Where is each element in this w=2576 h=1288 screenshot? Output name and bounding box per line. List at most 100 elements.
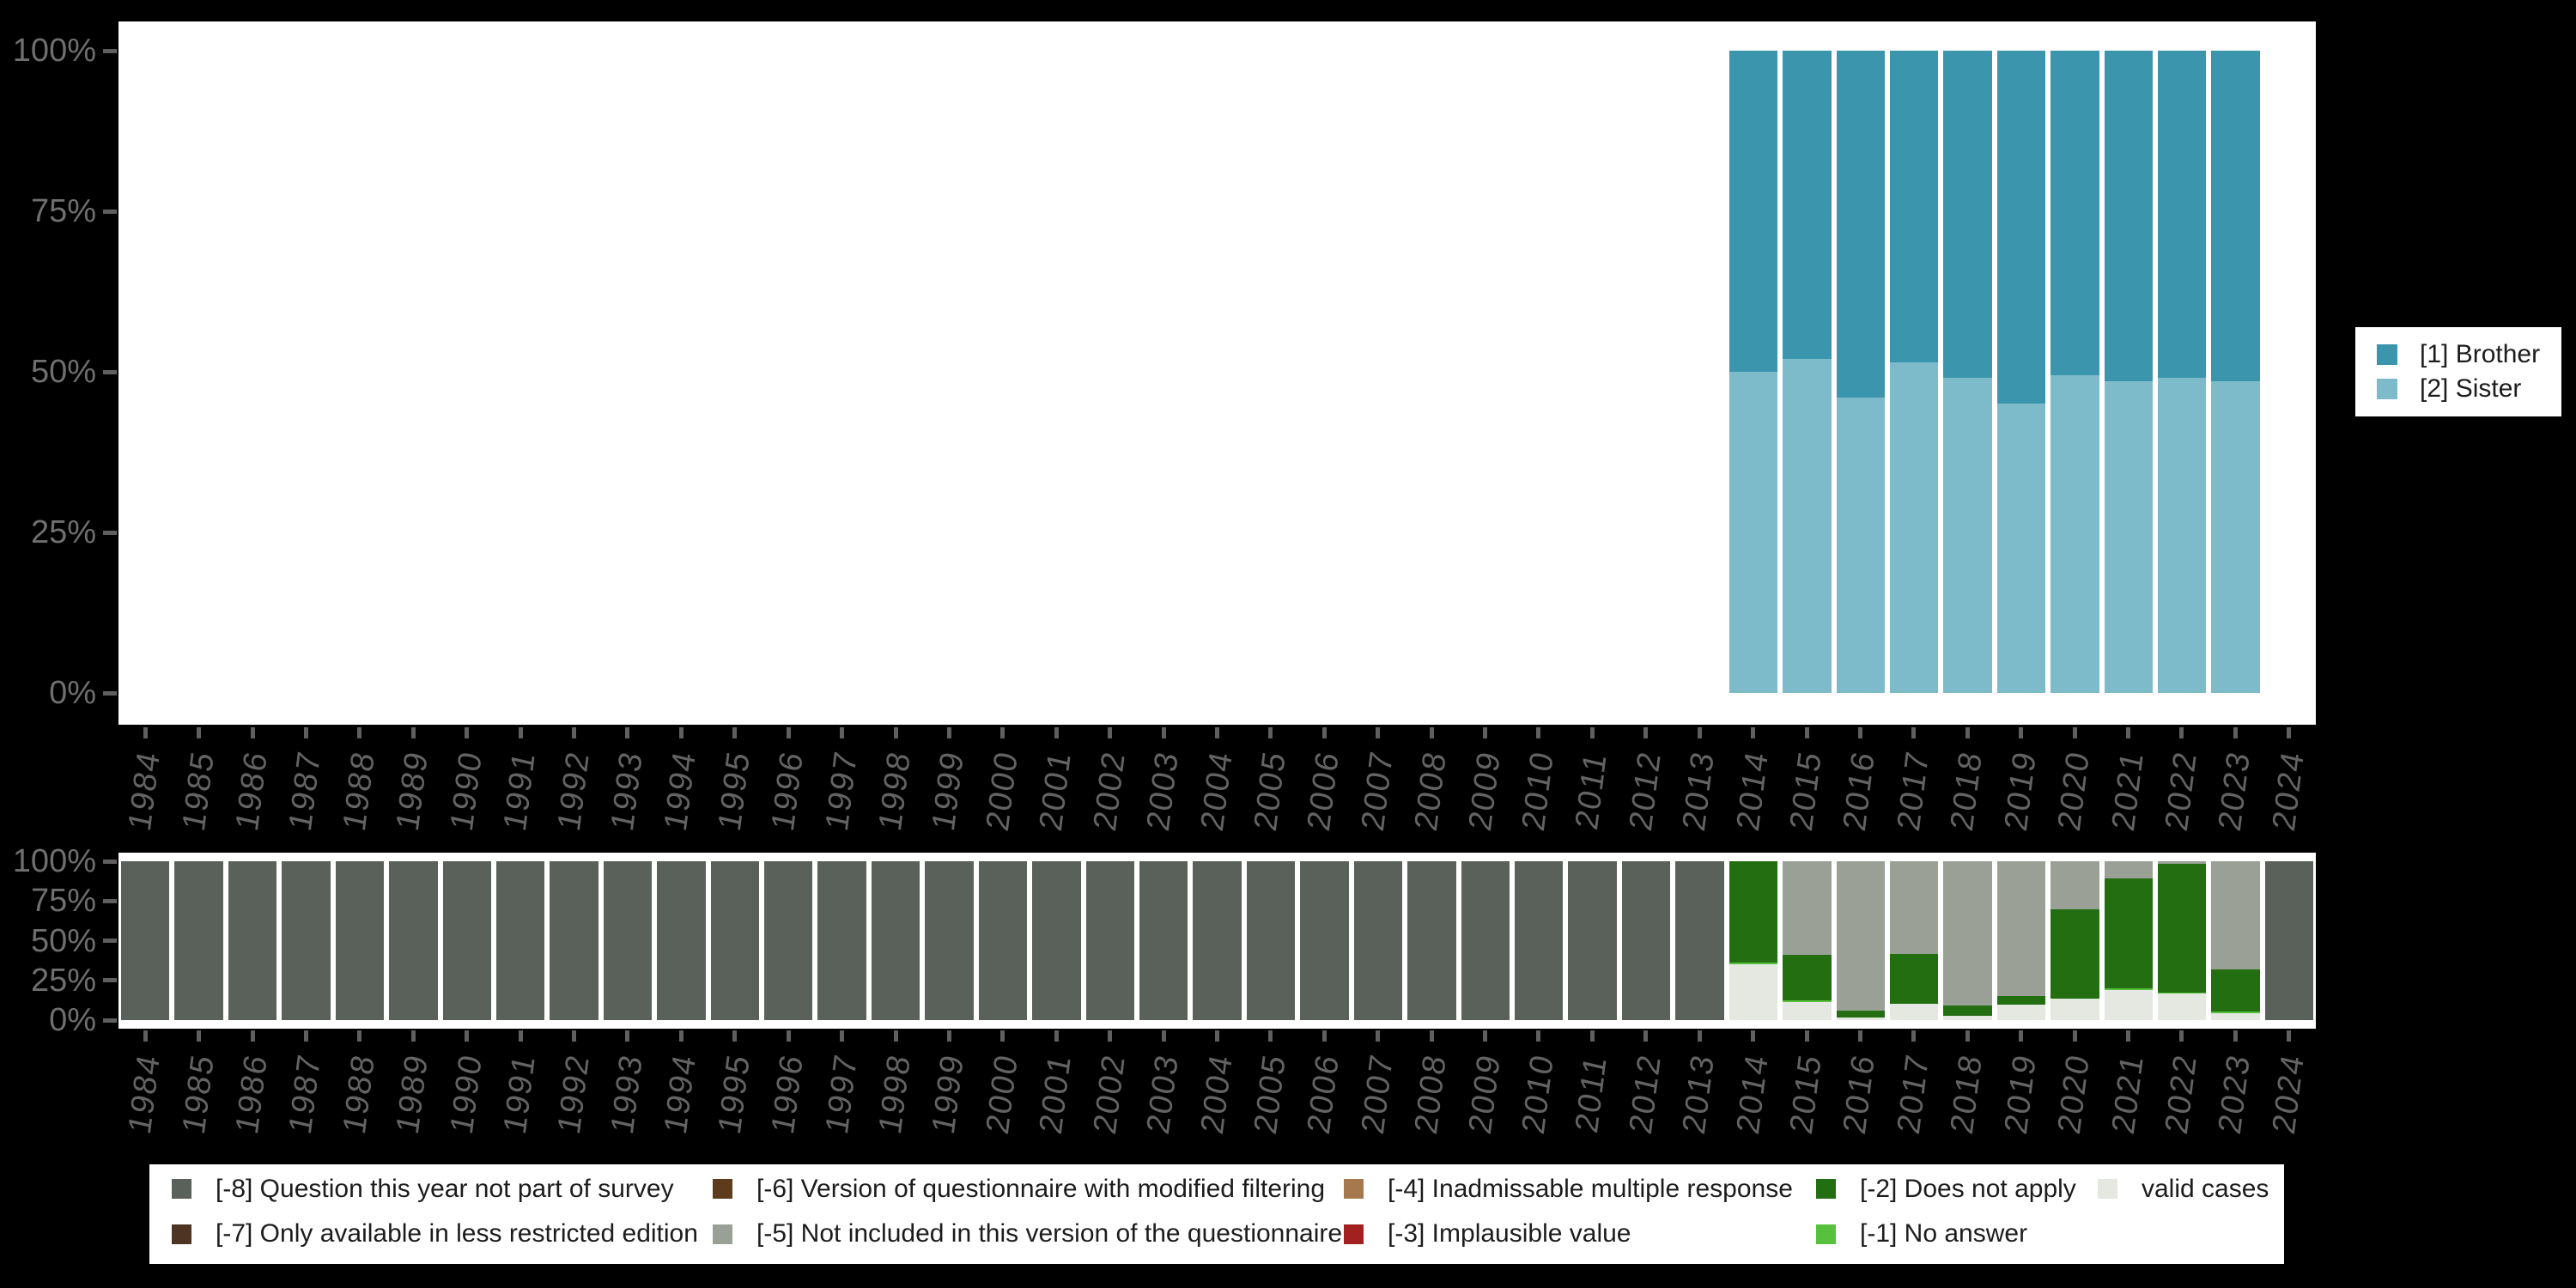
segment--8 <box>2264 861 2314 1020</box>
x-axis-tick <box>2072 1030 2077 1042</box>
year-label-text: 1986 <box>229 1050 275 1138</box>
year-slot-2002 <box>1084 51 1137 693</box>
missing-year-slot-2007 <box>1352 861 1405 1020</box>
x-axis-tick <box>1965 1030 1970 1042</box>
x-axis-tick <box>1804 1030 1809 1042</box>
year-slot-2005 <box>1244 51 1297 693</box>
missing-year-slot-2014 <box>1727 861 1780 1020</box>
x-axis-tick <box>678 727 683 738</box>
year-label-text: 2022 <box>2159 747 2204 835</box>
segment-valid <box>1836 1018 1885 1020</box>
year-label-text: 2022 <box>2159 1050 2204 1138</box>
segment--1 <box>2158 992 2207 994</box>
segment--1 <box>1783 999 1832 1002</box>
x-axis-tick <box>1536 1030 1541 1042</box>
year-label-text: 1993 <box>605 1050 650 1138</box>
year-label-text: 1989 <box>390 1050 435 1138</box>
sister-swatch <box>2377 379 2397 399</box>
segment--2 <box>2104 878 2154 988</box>
year-slot-2022 <box>2155 51 2208 693</box>
missing-year-slot-2003 <box>1137 861 1190 1020</box>
missing-bar-2002 <box>1085 861 1135 1020</box>
segment-brother <box>2211 51 2260 382</box>
segment--8 <box>228 861 277 1020</box>
missing-year-slot-2023 <box>2208 861 2262 1020</box>
year-label-text: 1998 <box>872 1050 918 1138</box>
year-slot-2012 <box>1619 51 1673 693</box>
x-axis-tick <box>1000 1030 1005 1042</box>
year-label-text: 1987 <box>283 747 329 835</box>
x-axis-tick <box>732 727 738 738</box>
segment-brother <box>1728 51 1778 372</box>
x-axis-tick <box>2179 727 2184 738</box>
x-axis-tick <box>1911 727 1917 738</box>
missing-year-slot-1987 <box>279 861 332 1020</box>
year-label-text: 1985 <box>175 1050 222 1138</box>
missing-bar-2008 <box>1407 861 1456 1020</box>
sex-legend: [1] Brother [2] Sister <box>2355 327 2561 416</box>
missing-year-slot-2009 <box>1459 861 1512 1020</box>
year-slot-2008 <box>1405 51 1458 693</box>
top-chart-bars <box>118 51 2316 693</box>
missing-bar-2001 <box>1032 861 1081 1020</box>
year-slot-2023 <box>2208 51 2262 693</box>
year-label-text: 2020 <box>2051 747 2097 835</box>
x-axis-tick <box>303 727 308 738</box>
year-label-text: 2012 <box>1623 747 1668 835</box>
year-label-text: 2003 <box>1140 1050 1186 1138</box>
stacked-bar-2017 <box>1889 51 1939 693</box>
missing-bar-2005 <box>1246 861 1296 1020</box>
missing-year-slot-1984 <box>118 861 172 1020</box>
legend-swatch--5 <box>713 1224 732 1244</box>
year-label-text: 1986 <box>229 747 275 835</box>
x-axis-tick <box>1911 1030 1917 1042</box>
year-slot-1996 <box>762 51 815 693</box>
year-slot-2018 <box>1941 51 1994 693</box>
year-label-text: 2010 <box>1516 1050 1561 1138</box>
segment--8 <box>174 861 223 1020</box>
x-axis-tick <box>1536 727 1541 738</box>
segment--2 <box>1889 954 1939 1005</box>
x-axis-tick <box>893 727 898 738</box>
year-slot-1988 <box>333 51 386 693</box>
legend-label-valid: valid cases <box>2142 1175 2269 1203</box>
missing-year-slot-1989 <box>386 861 440 1020</box>
segment-sister <box>1996 404 2046 693</box>
x-axis-tick <box>1000 727 1005 738</box>
segment--5 <box>1836 861 1885 1011</box>
missing-bar-1993 <box>603 861 653 1020</box>
y-axis-tick <box>103 690 117 696</box>
missing-year-slot-2019 <box>1995 861 2048 1020</box>
missing-year-slot-2016 <box>1834 861 1887 1020</box>
year-label-text: 1985 <box>175 747 222 835</box>
missing-bar-2014 <box>1728 861 1778 1020</box>
segment--8 <box>657 861 706 1020</box>
segment--8 <box>1353 861 1403 1020</box>
year-label-text: 2016 <box>1837 747 1883 835</box>
year-label-text: 1990 <box>443 1050 489 1138</box>
x-axis-tick <box>2019 727 2024 738</box>
missing-year-slot-2010 <box>1512 861 1565 1020</box>
segment-brother <box>1996 51 2046 404</box>
x-axis-tick <box>357 1030 362 1042</box>
segment--2 <box>2158 863 2207 993</box>
x-axis-tick <box>946 1030 951 1042</box>
segment--8 <box>817 861 866 1020</box>
year-slot-1993 <box>601 51 654 693</box>
year-slot-2014 <box>1727 51 1780 693</box>
year-slot-2009 <box>1459 51 1512 693</box>
segment--8 <box>1246 861 1296 1020</box>
missing-year-slot-1993 <box>601 861 654 1020</box>
segment--2 <box>2050 908 2099 999</box>
y-axis-tick <box>103 48 117 53</box>
missing-bar-1987 <box>282 861 331 1020</box>
year-slot-2016 <box>1834 51 1887 693</box>
segment--8 <box>1675 861 1724 1020</box>
x-axis-tick <box>840 1030 845 1042</box>
year-label-text: 2018 <box>1944 1050 1990 1138</box>
segment--2 <box>1728 861 1778 963</box>
x-axis-tick <box>1697 727 1702 738</box>
y-axis-label: 50% <box>30 354 96 390</box>
x-axis-tick <box>1108 727 1113 738</box>
year-label-text: 2024 <box>2266 747 2312 835</box>
